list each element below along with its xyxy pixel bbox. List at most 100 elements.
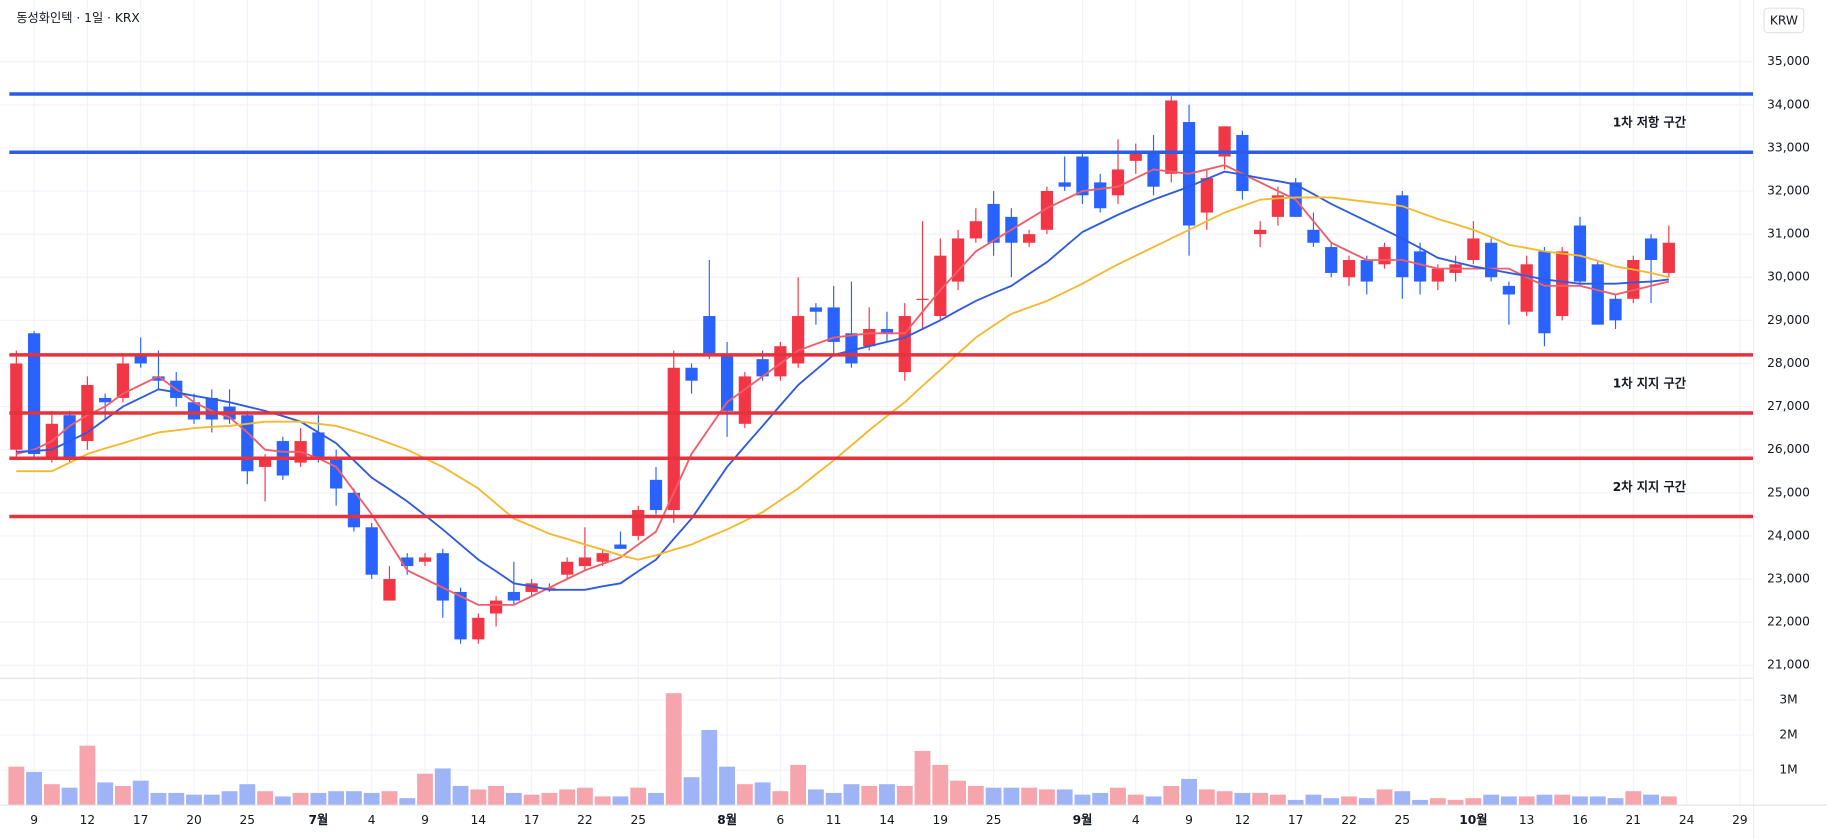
candle-body	[756, 359, 769, 377]
candle-body	[1467, 238, 1480, 260]
volume-bar	[701, 729, 718, 806]
volume-bar	[292, 792, 309, 806]
volume-bar	[452, 785, 469, 806]
volume-bar	[683, 777, 700, 806]
candle-body	[827, 307, 840, 342]
candle-body	[1431, 268, 1444, 282]
volume-bar	[1447, 799, 1464, 806]
candle-body	[1644, 238, 1658, 260]
candle-body	[99, 397, 112, 403]
x-tick-label: 9	[1185, 813, 1193, 827]
x-tick-label: 4	[1132, 813, 1140, 827]
candle-body	[1254, 229, 1267, 235]
candle-body	[1040, 191, 1054, 230]
x-tick-label: 25	[1395, 813, 1411, 827]
volume-bar	[967, 785, 984, 806]
volume-bar	[186, 794, 202, 806]
x-tick-label: 24	[1679, 813, 1695, 827]
volume-bar	[1376, 789, 1393, 806]
volume-bar	[399, 798, 416, 806]
volume-bar	[505, 792, 522, 806]
volume-bar	[1163, 785, 1180, 806]
candle-body	[489, 600, 503, 614]
volume-bar	[1429, 798, 1446, 806]
plot-area: 9 12 17 20 25 7월 4 9 14 17 22 25 8월 6 11 14 19 25 9월 4 9 12 17…	[8, 54, 1810, 827]
x-tick-label: 25	[986, 813, 1002, 827]
x-tick-label: 11	[826, 813, 842, 827]
candle-body	[436, 553, 449, 601]
x-tick-label: 6	[776, 813, 784, 827]
volume-bar	[896, 785, 913, 806]
candle-body	[720, 354, 734, 411]
candle-body	[1094, 182, 1107, 209]
currency-box[interactable]	[1763, 7, 1805, 34]
x-tick-label: 29	[1732, 813, 1748, 827]
volume-bar	[434, 768, 451, 806]
volume-bar	[488, 785, 504, 806]
volume-bar	[1500, 796, 1517, 806]
candle-body	[1662, 242, 1675, 273]
y-tick-label: 30,000	[1767, 270, 1810, 284]
candle-body	[880, 328, 894, 334]
volume-bar	[985, 787, 1002, 806]
volume-bar	[79, 745, 96, 806]
candle-body	[1076, 156, 1089, 196]
volume-bar	[843, 784, 860, 806]
x-tick-label: 10월	[1459, 812, 1487, 827]
candle-body	[916, 298, 929, 300]
volume-bar	[559, 789, 576, 806]
volume-bar	[257, 791, 274, 806]
x-tick-label: 9	[30, 813, 38, 827]
candle-body	[685, 367, 698, 381]
candle-body	[561, 561, 574, 575]
currency[interactable]: KRW	[1770, 14, 1798, 28]
candle-body	[383, 579, 396, 601]
volume-bar	[719, 766, 735, 806]
volume-bar	[1625, 791, 1642, 806]
y-tick-label: 34,000	[1767, 97, 1810, 111]
volume-bar	[1145, 796, 1162, 806]
candle-body	[1520, 264, 1533, 312]
volume-bar	[115, 785, 131, 806]
x-tick-label: 17	[133, 813, 149, 827]
volume-bar	[1572, 796, 1588, 806]
y-tick-label: 31,000	[1767, 227, 1810, 241]
x-tick-label: 19	[933, 813, 949, 827]
y-tick-label: 33,000	[1767, 140, 1810, 154]
candle-body	[1165, 100, 1178, 174]
volume-bar	[274, 796, 291, 806]
candle-body	[365, 527, 378, 575]
volume-bar	[807, 789, 824, 806]
candle-body	[63, 415, 76, 459]
candle-body	[1396, 195, 1409, 278]
candle-body	[418, 557, 432, 562]
x-tick-label: 14	[879, 813, 895, 827]
candle-body	[525, 583, 538, 592]
x-tick-label: 21	[1626, 813, 1642, 827]
candle-body	[614, 544, 627, 549]
candle-body	[1342, 259, 1356, 278]
volume-bar	[1003, 787, 1020, 806]
y-tick-label: 26,000	[1767, 442, 1810, 456]
volume-bar	[1074, 794, 1091, 806]
volume-bar	[1056, 789, 1073, 806]
volume-bar	[43, 784, 60, 806]
candle-body	[1627, 259, 1640, 299]
volume-bar	[1198, 789, 1215, 806]
candle-body	[1325, 247, 1338, 273]
candle-body	[27, 333, 41, 454]
y-tick-label: 23,000	[1767, 572, 1810, 586]
candle-body	[667, 367, 680, 511]
x-tick-label: 20	[186, 813, 202, 827]
candle-body	[401, 557, 414, 567]
x-tick-label: 8월	[717, 812, 737, 827]
volume-bar	[1181, 778, 1197, 806]
volume-bar	[541, 792, 558, 806]
volume-bar	[1038, 789, 1055, 806]
volume-bar	[1110, 787, 1126, 806]
x-tick-label: 16	[1572, 813, 1588, 827]
zone-label: 2차 지지 구간	[1613, 479, 1687, 494]
candle-body	[934, 255, 947, 317]
volume-bar	[594, 796, 611, 806]
